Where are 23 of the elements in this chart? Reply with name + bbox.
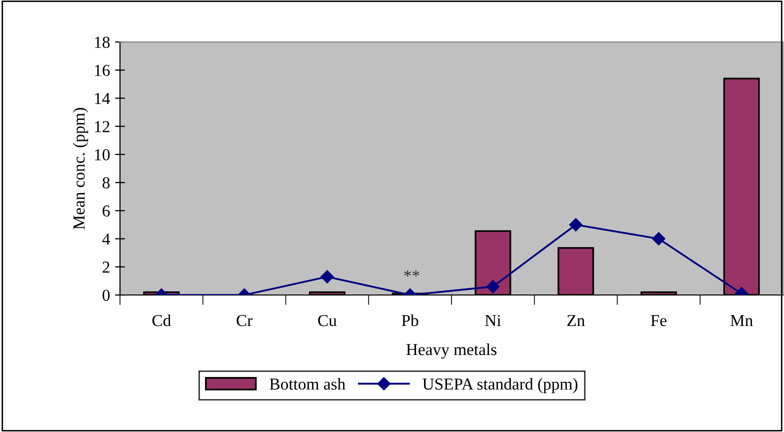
legend-label: USEPA standard (ppm) [422,378,578,394]
x-tick-label: Ni [485,314,501,326]
x-tick-label: Cr [236,314,252,326]
y-tick-label: 0 [102,290,110,301]
y-tick-label: 8 [102,177,110,188]
x-tick-label: Cu [318,314,337,326]
y-tick-label: 4 [102,234,110,245]
x-tick-label: Cd [152,314,171,326]
x-tick-label: Fe [650,315,666,326]
x-axis-title: Heavy metals [406,343,496,359]
x-tick-label: Pb [402,314,418,326]
y-tick-label: 10 [95,149,110,160]
legend-label: Bottom ash [270,378,346,390]
x-tick-label: Zn [567,315,585,326]
y-tick-label: 18 [95,36,110,48]
y-tick-label: 2 [102,262,110,273]
x-tick-label: Mn [730,315,753,326]
annotation: ** [404,270,420,276]
y-tick-label: 6 [102,205,110,217]
y-tick-label: 12 [95,121,110,132]
y-tick-label: 14 [95,93,110,104]
y-tick-label: 16 [95,64,110,76]
y-axis-title: Mean conc. (ppm) [72,108,88,230]
